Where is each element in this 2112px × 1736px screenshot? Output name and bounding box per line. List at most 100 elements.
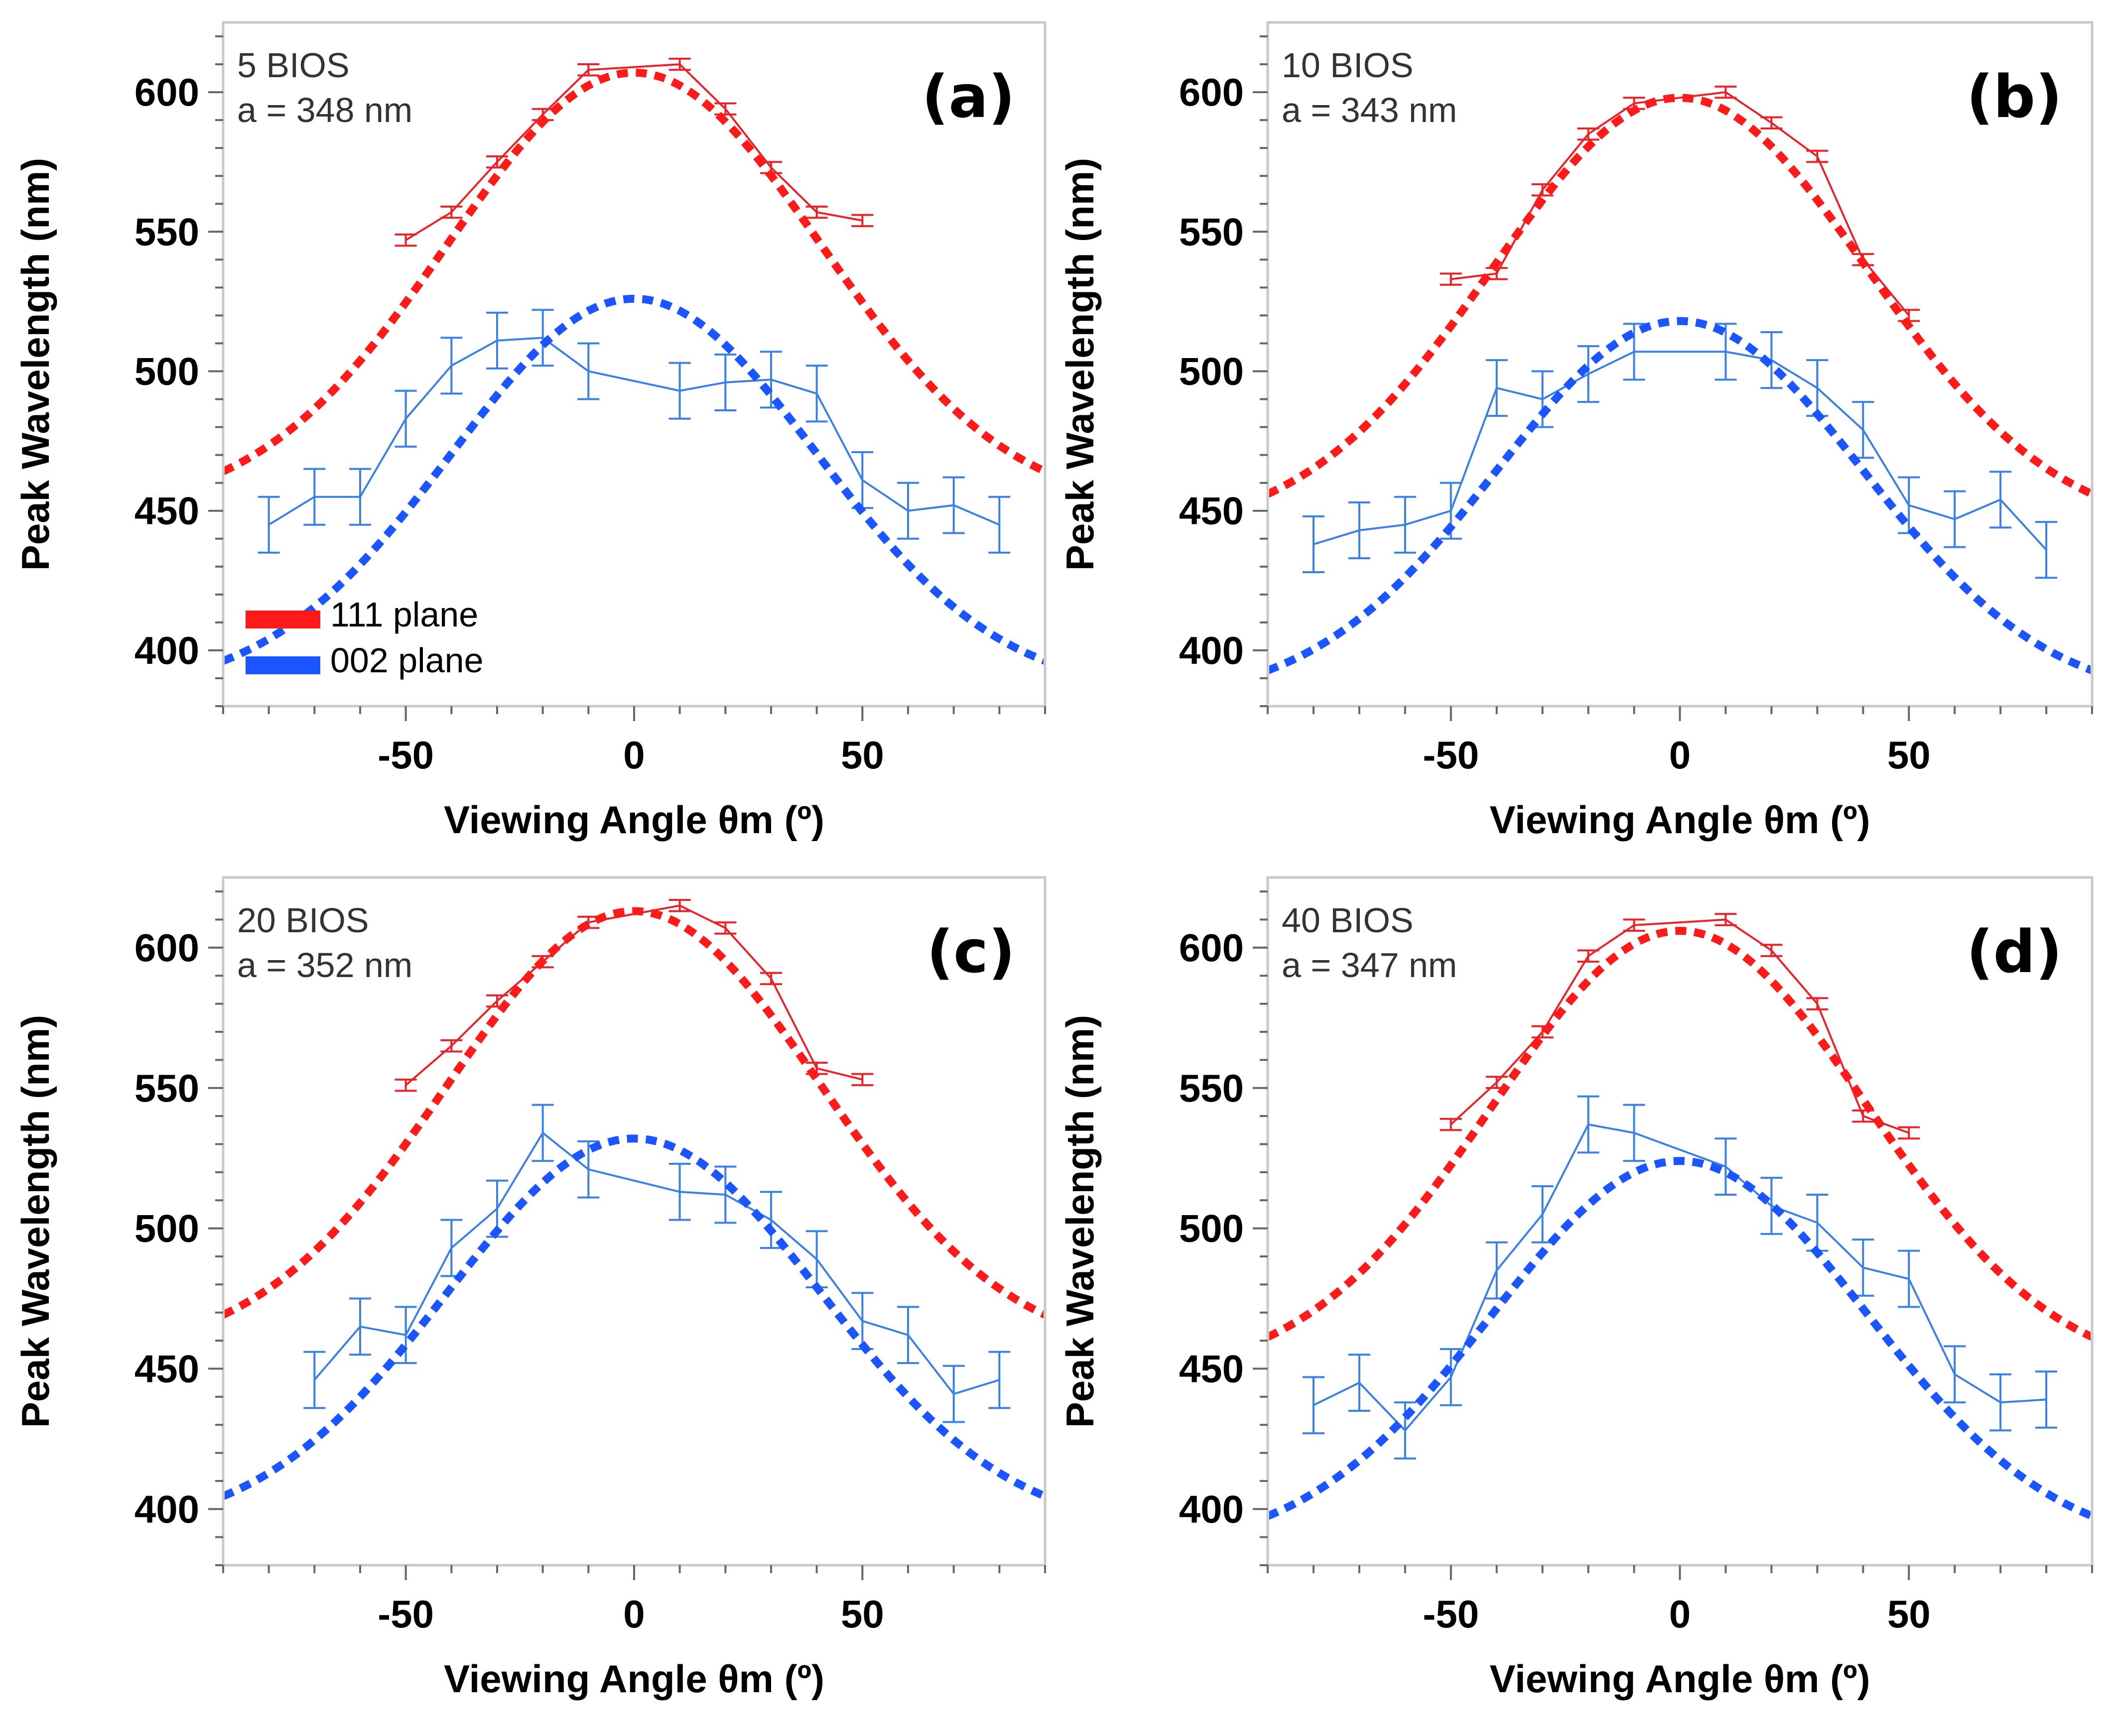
fit-curve: [1269, 94, 2091, 498]
annotation: 5 BIOS: [237, 46, 350, 85]
y-axis-title: Peak Wavelength (nm): [1058, 1015, 1102, 1428]
x-tick-label: 0: [1669, 1592, 1691, 1636]
panel-label: (b): [1967, 62, 2062, 131]
data-point: [668, 57, 691, 71]
y-tick-label: 550: [134, 210, 199, 253]
data-line: [405, 904, 863, 1086]
data-point: [1989, 1373, 2012, 1432]
y-tick-label: 550: [1179, 210, 1244, 253]
data-point: [1302, 1376, 1324, 1435]
plot-area: [1269, 85, 2091, 674]
data-point: [714, 921, 737, 935]
x-tick-label: 0: [1669, 733, 1691, 777]
y-tick-label: 550: [134, 1066, 199, 1110]
data-point: [349, 468, 371, 526]
y-tick-label: 600: [1179, 926, 1244, 970]
data-point: [1852, 1239, 1874, 1297]
plot-area: [1269, 913, 2091, 1520]
data-point: [897, 482, 919, 540]
legend-label: 111 plane: [330, 595, 478, 634]
data-point: [1760, 1177, 1783, 1235]
x-tick-label: 50: [1887, 733, 1931, 777]
data-point: [1577, 1095, 1599, 1154]
data-point: [851, 451, 874, 509]
data-point: [1898, 476, 1920, 534]
annotation: 10 BIOS: [1282, 46, 1414, 85]
data-point: [851, 1292, 874, 1350]
data-point: [1302, 515, 1324, 574]
data-point: [805, 1230, 828, 1288]
legend-swatch: [246, 656, 320, 674]
data-point: [1898, 1126, 1920, 1140]
data-point: [668, 362, 691, 420]
data-point: [486, 311, 508, 370]
panel-label: (c): [926, 917, 1015, 986]
data-point: [349, 1297, 371, 1356]
data-point: [440, 1039, 463, 1053]
annotation: a = 352 nm: [237, 946, 412, 985]
legend-swatch: [246, 611, 320, 628]
x-axis-title: Viewing Angle θm (º): [1489, 1657, 1870, 1701]
data-point: [1440, 272, 1462, 286]
x-tick-label: 0: [623, 733, 645, 777]
y-tick-label: 600: [1179, 70, 1244, 114]
data-point: [1394, 496, 1416, 554]
annotation: 40 BIOS: [1282, 901, 1414, 940]
fit-curve: [225, 68, 1044, 475]
data-point: [1531, 183, 1554, 197]
x-tick-label: -50: [378, 1592, 434, 1636]
data-point: [760, 972, 782, 986]
data-point: [988, 1351, 1011, 1409]
x-axis-title: Viewing Angle θm (º): [444, 1657, 824, 1701]
data-point: [1852, 401, 1874, 459]
annotation: 20 BIOS: [237, 901, 369, 940]
x-axis-title: Viewing Angle θm (º): [444, 798, 824, 842]
data-point: [577, 1140, 600, 1199]
data-point: [1531, 370, 1554, 428]
data-point: [1898, 1249, 1920, 1308]
data-point: [258, 496, 280, 554]
data-point: [1806, 359, 1829, 417]
panel-d: 400 450 500 550 600 -50 0 50 Viewing Angle θm (º…: [1058, 876, 2094, 1701]
data-point: [760, 1191, 782, 1249]
y-tick-label: 400: [1179, 628, 1244, 672]
data-point: [1348, 1354, 1370, 1412]
x-tick-label: -50: [378, 733, 434, 777]
data-point: [1577, 127, 1599, 141]
y-axis-title: Peak Wavelength (nm): [13, 1015, 57, 1428]
data-point: [1852, 1109, 1874, 1123]
data-point: [851, 1073, 874, 1087]
data-point: [440, 205, 463, 219]
data-point: [1944, 490, 1966, 548]
panel-b: 400 450 500 550 600 -50 0 50 Viewing Angle θm (º…: [1058, 21, 2094, 842]
data-point: [1989, 471, 2012, 529]
data-point: [1531, 1185, 1554, 1243]
data-point: [395, 389, 417, 448]
panel-a: 400 450 500 550 600 -50 0 50 Viewing Angle θm (º…: [13, 21, 1047, 842]
y-tick-label: 600: [134, 926, 199, 970]
data-line: [1451, 91, 1910, 316]
data-point: [395, 1306, 417, 1364]
data-point: [577, 63, 600, 77]
data-point: [577, 342, 600, 400]
data-point: [1806, 149, 1829, 163]
data-point: [440, 337, 463, 395]
y-tick-label: 450: [134, 489, 199, 533]
data-point: [1806, 997, 1829, 1010]
data-point: [1440, 1117, 1462, 1131]
fit-curve: [225, 294, 1044, 665]
data-point: [1440, 1348, 1462, 1406]
data-line: [313, 1131, 1000, 1395]
y-tick-label: 450: [1179, 489, 1244, 533]
data-point: [668, 899, 691, 912]
data-point: [805, 365, 828, 423]
x-axis-title: Viewing Angle θm (º): [1489, 798, 1870, 842]
data-line: [268, 337, 1000, 526]
fit-curve: [225, 907, 1044, 1319]
data-line: [405, 63, 863, 241]
fit-curve: [1269, 1157, 2091, 1520]
data-point: [2035, 521, 2058, 579]
y-tick-label: 400: [1179, 1487, 1244, 1531]
data-point: [1715, 913, 1737, 926]
data-point: [668, 1162, 691, 1221]
